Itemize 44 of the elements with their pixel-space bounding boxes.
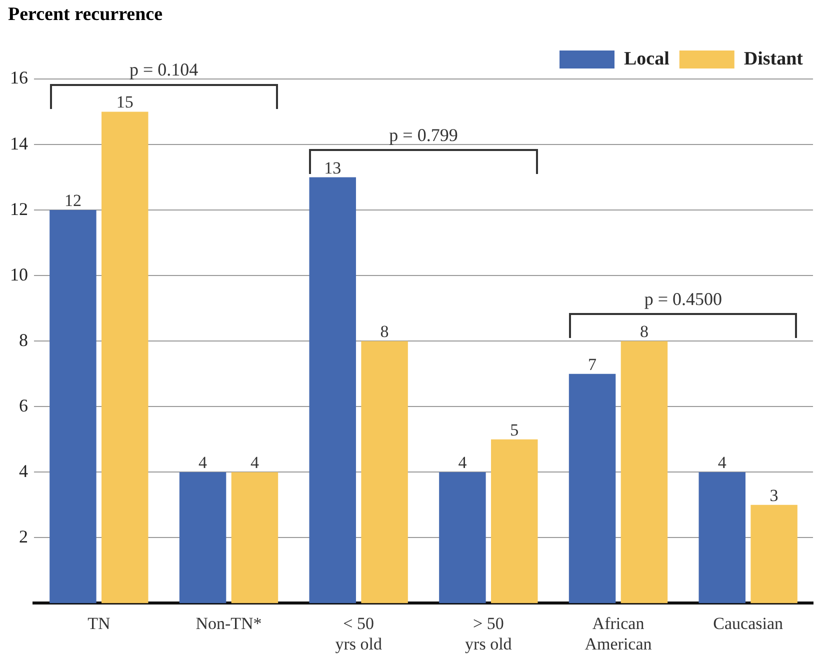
x-tick-label: African American [584, 614, 652, 654]
bar [50, 210, 96, 604]
bar [309, 177, 356, 604]
y-tick-label: 12 [10, 198, 28, 219]
x-tick-label: Non-TN* [196, 614, 262, 633]
x-tick-label: < 50 yrs old [335, 614, 382, 654]
bar [179, 472, 226, 604]
data-label: 15 [116, 92, 134, 112]
legend-label: Distant [744, 48, 804, 70]
annotation: p = 0.104 [130, 59, 198, 80]
bar [231, 472, 278, 604]
y-tick-label: 4 [19, 460, 28, 481]
y-tick-label: 6 [19, 395, 28, 416]
y-tick-label: 2 [19, 526, 28, 546]
y-tick-label: 10 [10, 264, 28, 284]
bar [620, 341, 668, 604]
bar [491, 439, 538, 604]
bar [102, 112, 148, 604]
bar [361, 341, 408, 604]
x-tick-label: Caucasian [713, 614, 784, 633]
annotation: p = 0.4500 [644, 288, 722, 309]
data-label: 12 [64, 191, 82, 210]
legend-label: Local [624, 48, 670, 70]
y-tick-label: 8 [19, 330, 28, 350]
data-label: 3 [770, 486, 778, 505]
data-label: 5 [510, 420, 519, 440]
data-label: 8 [380, 322, 389, 342]
y-tick-label: 16 [10, 68, 28, 88]
bar [568, 374, 616, 604]
data-label: 4 [718, 453, 727, 472]
y-tick-label: 14 [10, 133, 28, 154]
data-label: 4 [458, 453, 468, 472]
bar [439, 472, 486, 604]
x-tick-label: > 50 yrs old [465, 614, 512, 654]
data-label: 13 [324, 158, 342, 178]
y-axis-title: Percent recurrence [8, 4, 163, 26]
bar [750, 504, 798, 604]
data-label: 4 [250, 453, 260, 472]
x-tick-label: TN [88, 614, 110, 633]
data-label: 4 [198, 453, 208, 472]
data-label: 7 [588, 354, 598, 374]
data-label: 8 [640, 322, 648, 342]
bar [698, 472, 746, 604]
annotation: p = 0.799 [389, 125, 458, 146]
